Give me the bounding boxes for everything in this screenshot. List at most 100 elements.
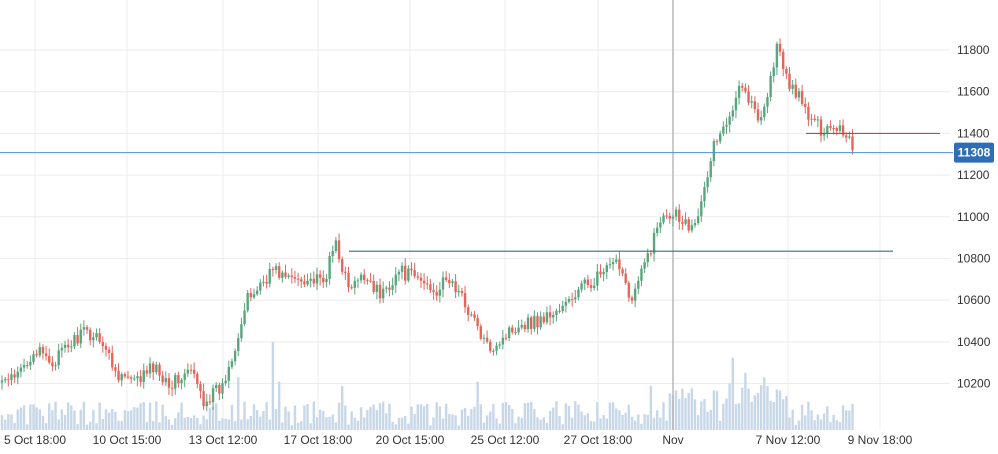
candle-body[interactable] [142,370,145,382]
candle-body[interactable] [514,332,517,334]
candle-body[interactable] [133,378,136,380]
candle-body[interactable] [180,379,183,384]
candle-body[interactable] [580,283,583,290]
candle-body[interactable] [26,365,29,367]
candle-body[interactable] [202,391,205,407]
candle-body[interactable] [432,290,435,293]
candle-body[interactable] [744,87,747,92]
candle-body[interactable] [822,134,826,136]
candle-body[interactable] [145,370,149,374]
candle-body[interactable] [687,219,690,231]
candle-body[interactable] [507,327,511,339]
candle-body[interactable] [558,310,561,312]
candle-body[interactable] [315,274,319,284]
candle-body[interactable] [375,284,379,292]
candle-body[interactable] [731,110,734,117]
candle-body[interactable] [759,117,763,121]
candle-body[interactable] [596,271,599,286]
candle-body[interactable] [574,297,577,300]
candle-body[interactable] [13,374,16,378]
candle-body[interactable] [520,325,523,328]
candle-body[interactable] [841,125,845,136]
candle-body[interactable] [167,378,171,388]
candle-body[interactable] [586,279,590,286]
candle-body[interactable] [170,387,174,389]
candle-body[interactable] [85,327,89,330]
candle-body[interactable] [139,376,142,382]
candle-body[interactable] [82,327,86,330]
candle-body[interactable] [552,314,555,318]
candle-body[interactable] [249,292,253,298]
candle-body[interactable] [161,375,164,383]
candle-body[interactable] [709,161,712,178]
candle-body[interactable] [501,337,505,345]
candle-body[interactable] [416,276,419,278]
candle-body[interactable] [309,278,312,281]
candle-body[interactable] [772,67,775,76]
candle-body[interactable] [10,374,13,381]
candle-body[interactable] [111,352,114,368]
candle-body[interactable] [164,378,167,383]
candle-body[interactable] [835,127,838,131]
candle-body[interactable] [3,379,7,381]
candle-body[interactable] [530,317,533,329]
candle-body[interactable] [117,370,120,381]
candle-body[interactable] [262,281,265,283]
candle-body[interactable] [665,215,668,217]
candle-body[interactable] [92,337,95,341]
candle-body[interactable] [29,361,32,366]
candles[interactable] [0,38,854,411]
candle-body[interactable] [347,272,350,288]
candle-body[interactable] [306,280,309,285]
candle-body[interactable] [404,265,407,281]
candle-body[interactable] [0,380,4,383]
candle-body[interactable] [337,240,341,260]
candle-body[interactable] [300,279,303,282]
candle-body[interactable] [136,376,139,379]
candle-body[interactable] [211,388,215,403]
candle-body[interactable] [341,259,344,272]
candle-body[interactable] [356,280,360,282]
candle-body[interactable] [690,225,694,231]
candle-body[interactable] [205,401,208,407]
candle-body[interactable] [218,384,221,394]
candle-body[interactable] [208,401,212,403]
candle-body[interactable] [51,362,54,367]
candle-body[interactable] [76,335,79,344]
candle-body[interactable] [98,333,101,343]
candle-body[interactable] [410,268,413,271]
candle-body[interactable] [756,109,760,121]
candle-body[interactable] [284,272,287,277]
candle-body[interactable] [394,274,397,286]
candle-body[interactable] [700,201,703,217]
candle-body[interactable] [769,75,772,98]
candle-body[interactable] [829,125,832,128]
candle-body[interactable] [372,281,375,292]
candle-body[interactable] [753,101,757,110]
candle-body[interactable] [611,261,615,265]
candle-body[interactable] [278,266,281,278]
candle-body[interactable] [114,367,117,371]
candle-body[interactable] [186,369,190,374]
candle-body[interactable] [747,91,750,103]
candle-body[interactable] [70,346,73,348]
candle-body[interactable] [255,290,259,295]
candle-body[interactable] [268,269,271,284]
candle-body[interactable] [583,279,586,284]
candle-body[interactable] [791,84,794,89]
candle-body[interactable] [624,273,627,283]
candle-body[interactable] [813,118,816,120]
candle-body[interactable] [649,253,653,255]
candle-body[interactable] [54,365,57,367]
candle-body[interactable] [536,315,539,328]
candle-body[interactable] [703,187,706,202]
candle-body[interactable] [422,280,426,284]
candle-body[interactable] [287,275,290,277]
candle-body[interactable] [643,262,646,269]
candle-body[interactable] [152,363,155,373]
candle-body[interactable] [385,287,388,289]
candle-body[interactable] [265,281,268,284]
candle-body[interactable] [608,264,612,266]
candle-body[interactable] [750,101,753,103]
candle-body[interactable] [517,327,520,333]
